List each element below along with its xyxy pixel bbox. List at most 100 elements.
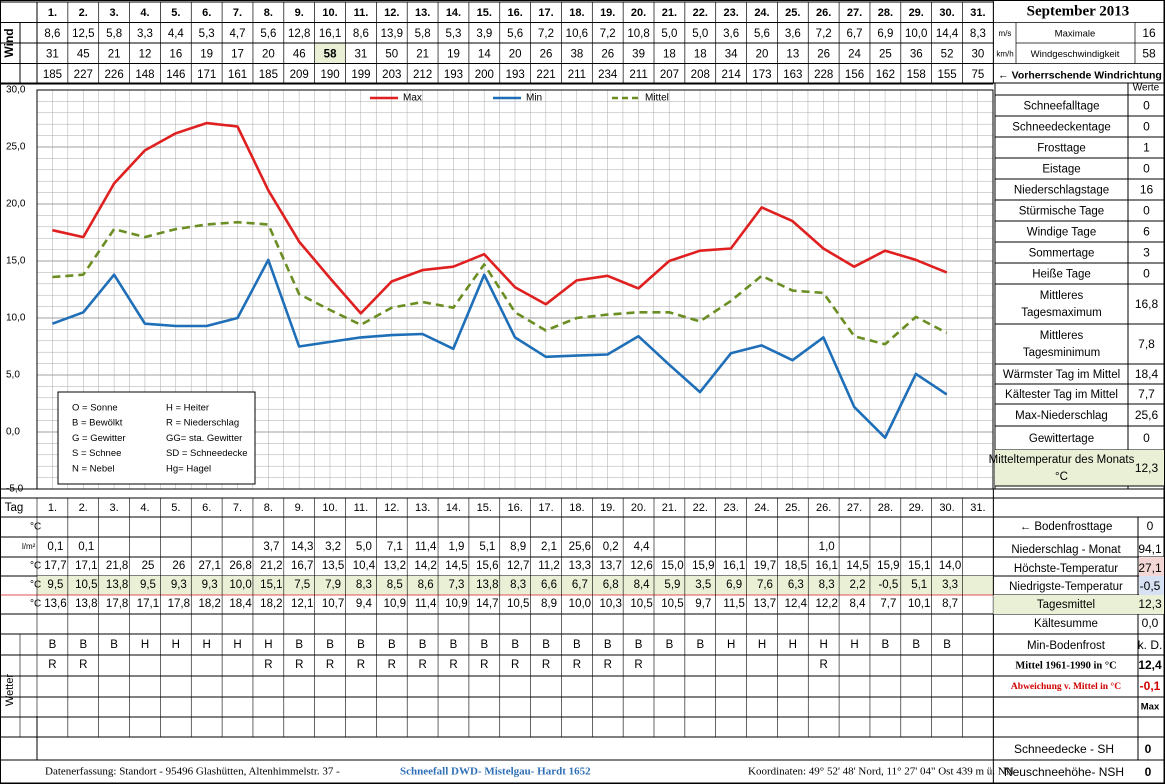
mittel-value: 18,4 <box>229 598 252 610</box>
stats-label: Eistage <box>1042 164 1080 176</box>
table-day-label: 9. <box>295 502 304 514</box>
niedrigst-value: 9,3 <box>171 579 187 591</box>
table-day-label: 29. <box>909 502 924 514</box>
mittel-value: 10,9 <box>445 598 467 610</box>
wind-dir-value: 221 <box>536 69 555 81</box>
min-temp-highlight <box>1139 576 1164 595</box>
hoechst-value: 13,3 <box>569 560 591 572</box>
stats-value: 0 <box>1143 162 1150 176</box>
mittel-value: 14,7 <box>476 598 498 610</box>
niederschlag-value: 4,4 <box>634 541 651 553</box>
niedrigst-value: 9,3 <box>202 579 218 591</box>
wind-kmh-value: 34 <box>725 48 738 60</box>
wetter-code: B <box>49 639 57 651</box>
wind-ms-value: 5,6 <box>507 28 523 40</box>
table-day-label: 6. <box>202 502 211 514</box>
wind-label: Wind <box>2 28 16 57</box>
wetter-code: H <box>758 639 766 651</box>
unit-label: l/m² <box>22 542 36 551</box>
wind-kmh-value: 26 <box>817 48 830 60</box>
stats-value: 0 <box>1143 120 1150 134</box>
wind-day-label: 13. <box>415 7 430 19</box>
wetter-code: B <box>912 639 920 651</box>
wetter-code: R <box>79 659 87 671</box>
table-day-label: 3. <box>110 502 119 514</box>
niederschlag-value: 3,2 <box>325 541 341 553</box>
mittel-value: 10,5 <box>630 598 652 610</box>
mittel-value: 12,4 <box>785 598 808 610</box>
mittel-value: 13,6 <box>44 598 66 610</box>
niedrigst-value: 7,5 <box>294 579 310 591</box>
mittel-value: 7,7 <box>880 598 896 610</box>
wetter-code: H <box>850 639 858 651</box>
niedrigst-value: 5,1 <box>911 579 927 591</box>
wind-dir-value: 214 <box>722 69 742 81</box>
wind-day-label: 5. <box>171 7 180 19</box>
wetter-code: R <box>418 659 426 671</box>
wetter-code: B <box>79 639 87 651</box>
table-right-label: Abweichung v. Mittel in °C <box>1011 681 1121 692</box>
niedrigst-value: 7,3 <box>448 579 464 591</box>
wetter-code: B <box>943 639 951 651</box>
wind-day-label: 18. <box>569 7 584 19</box>
stats-label: Schneedeckentage <box>1012 122 1110 134</box>
wind-dir-value: 163 <box>783 69 802 81</box>
wind-ms-value: 8,6 <box>44 28 60 40</box>
wetter-code: R <box>388 659 396 671</box>
niedrigst-value: -0,5 <box>878 579 898 591</box>
page-title: September 2013 <box>1027 3 1130 19</box>
wetter-code: B <box>696 639 704 651</box>
hoechst-value: 26,8 <box>229 560 251 572</box>
stats-label: Max-Niederschlag <box>1015 410 1108 422</box>
stats-value: 12,3 <box>1135 461 1159 475</box>
wetter-code: B <box>388 639 396 651</box>
table-day-label: 8. <box>264 502 273 514</box>
snow-value: 0 <box>1145 742 1152 756</box>
stats-label: Mitteltemperatur des Monats <box>989 454 1135 466</box>
wind-dir-value: 234 <box>598 69 618 81</box>
wind-ms-value: 5,0 <box>661 28 677 40</box>
wind-kmh-value: 39 <box>632 48 645 60</box>
wetter-code: B <box>419 639 427 651</box>
mittel-value: 10,1 <box>908 598 930 610</box>
stats-label: Frosttage <box>1037 143 1086 155</box>
table-day-label: 11. <box>354 502 368 514</box>
niedrigst-value: 6,8 <box>603 579 619 591</box>
table-day-label: 2. <box>79 502 88 514</box>
wind-dir-value: 146 <box>166 69 185 81</box>
wind-ms-value: 7,2 <box>816 28 832 40</box>
legend-label: Min <box>526 93 542 104</box>
niedrigst-value: 8,3 <box>819 579 835 591</box>
stats-value: 0 <box>1143 204 1150 218</box>
wind-kmh-value: 38 <box>570 48 583 60</box>
table-right-value: k. D. <box>1138 638 1163 652</box>
unit-kmh: km/h <box>996 49 1013 58</box>
max-wind-label-2: Windgeschwindigkeit <box>1031 49 1120 60</box>
wind-ms-value: 6,9 <box>877 28 893 40</box>
wind-kmh-value: 18 <box>663 48 676 60</box>
wind-dir-value: 227 <box>74 69 93 81</box>
wind-kmh-value: 58 <box>324 48 337 60</box>
wind-day-label: 26. <box>816 7 831 19</box>
wetter-code: B <box>450 639 458 651</box>
wetter-code: R <box>604 659 612 671</box>
wind-dir-value: 185 <box>43 69 62 81</box>
wind-dir-value: 207 <box>660 69 679 81</box>
table-right-label: Niederschlag - Monat <box>1011 544 1121 556</box>
hoechst-value: 15,1 <box>908 560 930 572</box>
footer-coords: Koordinaten: 49° 52' 48' Nord, 11° 27' 0… <box>748 766 1014 778</box>
niedrigst-value: 8,4 <box>634 579 651 591</box>
y-tick-label: 10,0 <box>6 313 26 324</box>
table-day-label: 15. <box>477 502 492 514</box>
weather-legend-entry: SD = Schneedecke <box>166 448 248 459</box>
wind-dir-value: 200 <box>475 69 494 81</box>
niederschlag-value: 25,6 <box>569 541 591 553</box>
hoechst-value: 17,7 <box>44 560 66 572</box>
wind-day-label: 21. <box>662 7 677 19</box>
stats-label: Mittleres <box>1040 290 1084 302</box>
wind-day-label: 23. <box>723 7 738 19</box>
mittel-value: 18,2 <box>198 598 220 610</box>
table-right-label: Mittel 1961-1990 in °C <box>1015 660 1116 671</box>
table-right-value: Max <box>1141 702 1160 713</box>
niedrigst-value: 8,5 <box>387 579 403 591</box>
